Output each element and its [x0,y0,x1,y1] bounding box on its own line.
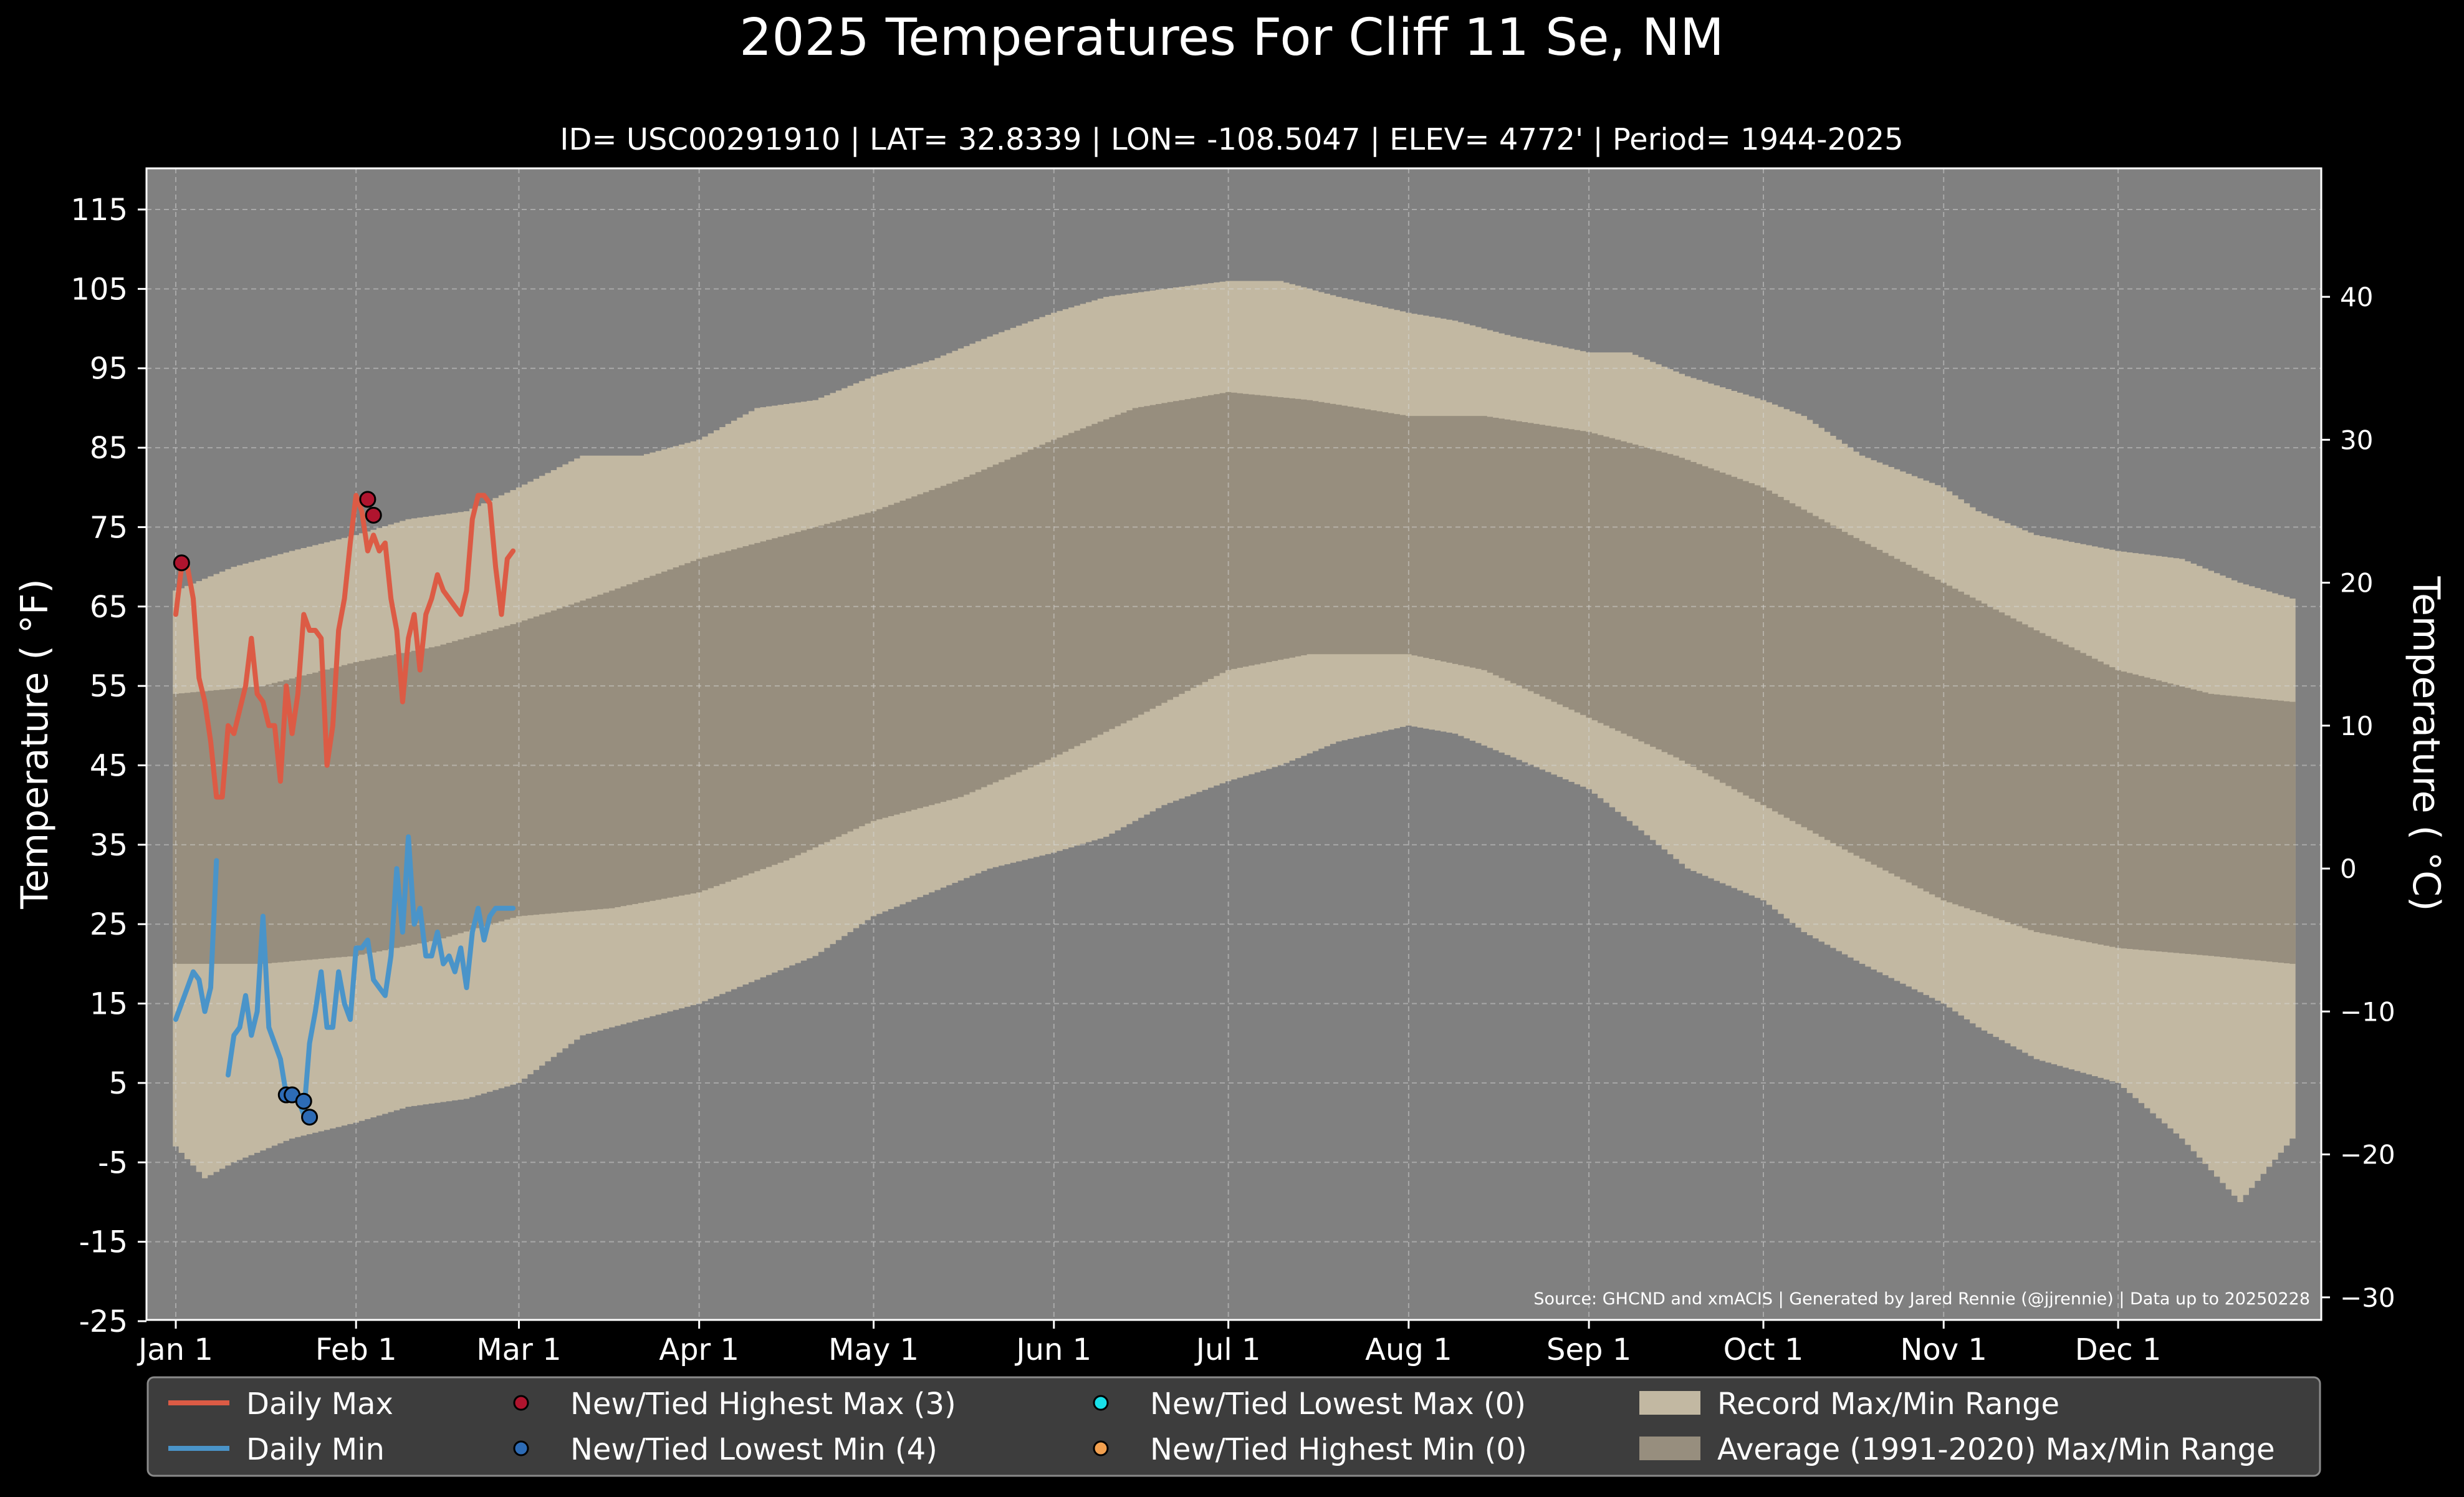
legend-item: Daily Min [168,1432,385,1467]
legend-item: New/Tied Highest Max (3) [513,1387,956,1422]
record-high-max-marker [359,491,376,508]
y-axis-label-right: Temperature ( °C) [2404,576,2448,912]
x-tick-label: Apr 1 [659,1332,739,1367]
y-tick-label-right: 30 [2340,425,2373,455]
y-tick-label: 115 [70,193,128,228]
average-range-band [173,392,2296,964]
x-tick-label: Feb 1 [315,1332,397,1367]
y-tick-label-right: 10 [2340,711,2373,741]
legend-label: New/Tied Lowest Max (0) [1150,1387,1526,1422]
y-tick-label: 15 [90,987,128,1022]
legend-label: Daily Min [246,1432,385,1467]
y-tick-label-right: 0 [2340,854,2357,884]
x-tick-label: Jan 1 [137,1332,213,1367]
legend-dot-swatch [513,1440,529,1456]
y-tick-label-right: 20 [2340,568,2373,599]
y-tick-label: 45 [90,749,128,784]
y-tick-label-right: −20 [2340,1140,2395,1170]
x-tick-label: Dec 1 [2075,1332,2162,1367]
y-axis-label-left: Temperature ( °F) [13,579,57,910]
y-tick-label: 95 [90,352,128,387]
x-tick-label: Mar 1 [476,1332,561,1367]
legend-label: Daily Max [246,1387,393,1422]
legend-items: Daily Max Daily Min New/Tied Highest Max (… [168,1387,2275,1467]
source-note: Source: GHCND and xmACIS | Generated by … [1533,1289,2310,1309]
legend-label: New/Tied Highest Max (3) [570,1387,956,1422]
legend-label: New/Tied Highest Min (0) [1150,1432,1527,1467]
x-tick-label: Nov 1 [1900,1332,1987,1367]
legend-item: Record Max/Min Range [1639,1387,2059,1422]
x-tick-label: Oct 1 [1723,1332,1804,1367]
y-axis-right: 40 30 20 10 0 −10 −20 −30 [2321,282,2395,1313]
y-tick-label: -5 [98,1145,128,1180]
chart-title: 2025 Temperatures For Cliff 11 Se, NM [739,8,1724,67]
legend-patch-swatch [1639,1437,1700,1460]
legend-item: New/Tied Highest Min (0) [1093,1432,1527,1467]
y-tick-label-right: −10 [2340,996,2395,1027]
legend-dot-swatch [513,1395,529,1411]
record-high-max-marker [365,506,382,524]
x-tick-label: Aug 1 [1365,1332,1452,1367]
legend-dot-swatch [1093,1395,1109,1411]
legend-item: Daily Max [168,1387,393,1422]
y-tick-label: 105 [70,272,128,307]
plot-frame [145,167,2323,1321]
y-tick-label: 85 [90,431,128,466]
chart-subtitle: ID= USC00291910 | LAT= 32.8339 | LON= -1… [560,122,1903,157]
grid-lines [146,168,2321,1320]
y-tick-label: -15 [79,1225,128,1260]
plot-area: Source: GHCND and xmACIS | Generated by … [145,167,2323,1321]
y-tick-label: 65 [90,590,128,625]
legend-item: Average (1991-2020) Max/Min Range [1639,1432,2275,1467]
x-axis: Jan 1 Feb 1 Mar 1 Apr 1 May 1 Jun 1 Jul 1 Aug 1… [137,1320,2161,1367]
legend-label: Record Max/Min Range [1717,1387,2059,1422]
y-tick-label: 5 [108,1066,128,1101]
daily-min-line [173,834,516,1117]
y-tick-label: 35 [90,828,128,863]
legend: Daily Max Daily Min New/Tied Highest Max (… [146,1376,2321,1477]
legend-item: New/Tied Lowest Min (4) [513,1432,937,1467]
legend-box [146,1376,2321,1477]
x-tick-label: Sep 1 [1546,1332,1631,1367]
y-tick-label: 25 [90,907,128,942]
x-tick-label: Jul 1 [1194,1332,1261,1367]
record-markers [173,491,382,1126]
y-tick-label-right: −30 [2340,1283,2395,1313]
legend-label: Average (1991-2020) Max/Min Range [1717,1432,2275,1467]
legend-patch-swatch [1639,1391,1700,1415]
y-tick-label: 75 [90,510,128,545]
y-tick-label: 55 [90,669,128,704]
record-high-max-marker [173,554,190,572]
y-tick-label: -25 [79,1304,128,1339]
legend-dot-swatch [1093,1440,1109,1456]
daily-max-line [173,493,516,800]
record-low-min-marker [295,1092,312,1110]
x-tick-label: May 1 [828,1332,919,1367]
x-tick-label: Jun 1 [1014,1332,1091,1367]
record-low-min-marker [301,1109,319,1126]
y-axis-left: 115 105 95 85 75 65 55 45 35 25 15 5 -5 -15 -25 [70,193,146,1339]
legend-label: New/Tied Lowest Min (4) [570,1432,937,1467]
legend-item: New/Tied Lowest Max (0) [1093,1387,1526,1422]
y-tick-label-right: 40 [2340,282,2373,312]
